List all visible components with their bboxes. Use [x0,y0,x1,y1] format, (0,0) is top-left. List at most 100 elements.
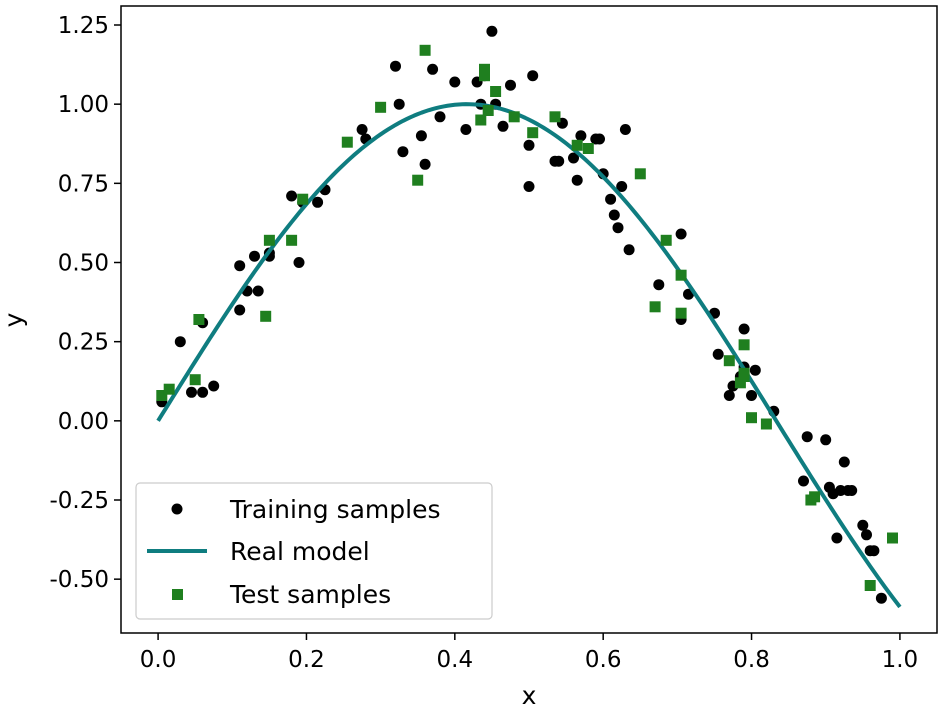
test-point [675,307,687,319]
training-point [712,348,724,360]
test-point [634,168,646,180]
training-point [594,133,605,145]
training-point [434,111,446,123]
test-point [746,412,757,424]
test-point [723,355,735,367]
training-point [801,431,813,443]
test-point [189,374,201,386]
training-point [675,228,687,240]
test-point [738,339,750,351]
training-point [497,120,509,132]
test-point [475,114,487,126]
test-point [582,143,594,154]
series-layer [156,25,902,609]
training-point [608,209,620,221]
training-point [312,196,324,208]
training-point [419,158,431,170]
training-point [486,25,498,37]
x-tick-label: 0.8 [733,647,770,673]
test-point [864,580,876,591]
training-point [846,485,858,496]
y-tick-label: 0.75 [58,171,109,197]
legend-marker-training [171,503,183,515]
test-point [660,234,672,246]
test-point [375,101,387,113]
test-point [163,383,175,395]
training-point [390,60,401,72]
training-point [197,386,209,398]
training-point [186,386,197,398]
training-point [523,181,535,192]
training-point [738,323,750,335]
training-point [623,244,635,256]
test-point [260,310,272,322]
training-point [208,380,220,392]
x-axis-label: x [522,681,537,710]
training-point [174,336,186,348]
training-point [523,139,535,151]
training-point [605,193,617,205]
test-point [286,234,298,246]
training-point [249,250,260,262]
training-point [505,79,516,91]
training-point [857,519,869,531]
test-point [760,418,772,430]
training-point [831,532,843,544]
test-point [508,111,520,123]
training-point [393,98,405,110]
test-point [887,532,898,544]
test-point [649,301,661,313]
y-tick-label: -0.50 [49,567,109,593]
training-point [612,222,624,234]
test-point [571,139,583,151]
y-axis-ticks: -0.50 -0.25 0.00 0.25 0.50 0.75 1.00 1.25 [49,13,121,593]
test-point [193,314,205,325]
y-tick-label: 0.00 [58,409,109,435]
training-point [749,364,761,376]
test-point [263,234,275,246]
y-axis-label: y [0,312,28,327]
legend-label-training: Training samples [229,495,441,524]
test-point [734,377,746,389]
training-point [875,592,887,604]
training-point [234,260,246,272]
training-point [571,174,583,186]
training-point [746,390,757,401]
training-point [460,124,472,135]
training-point [575,130,587,142]
test-point [490,86,502,97]
x-tick-label: 1.0 [882,647,919,673]
training-point [449,76,461,88]
training-point [616,181,628,192]
training-point [820,434,832,446]
training-point [415,130,427,142]
training-point [527,70,539,82]
training-point [553,155,565,167]
training-point [568,152,579,164]
y-tick-label: 1.00 [58,92,109,118]
test-point [297,193,309,205]
real-model-line [156,102,902,609]
y-tick-label: 0.25 [58,330,109,356]
test-point [412,174,424,186]
training-point [868,545,880,557]
test-point [809,491,821,503]
test-point [738,371,750,382]
test-point [482,105,494,116]
training-point [397,146,409,158]
training-point [723,390,735,401]
test-point [527,127,539,139]
training-point [234,304,246,316]
test-point [549,111,561,123]
x-axis-ticks: 0.0 0.2 0.4 0.6 0.8 1.0 [140,633,918,673]
y-tick-label: 1.25 [58,13,109,39]
test-point [156,390,168,401]
training-point [356,124,368,135]
training-point [619,124,631,135]
training-point [861,529,872,541]
y-tick-label: -0.25 [49,488,109,514]
training-point [653,279,665,291]
legend-label-test: Test samples [229,580,391,609]
test-point [341,136,353,148]
